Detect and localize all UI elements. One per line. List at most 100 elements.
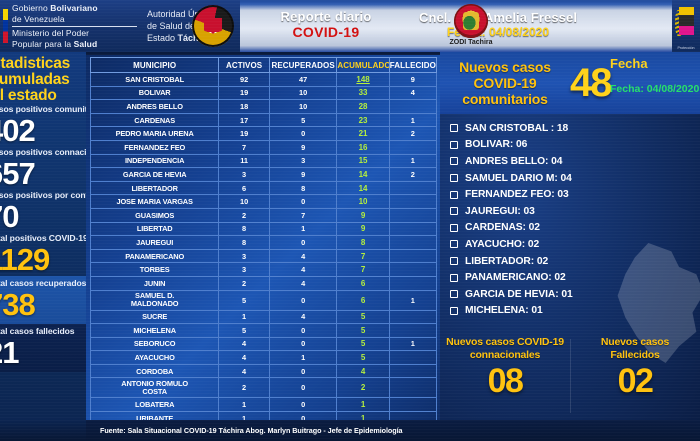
cell-recuperados: 0 <box>268 377 338 399</box>
banner-title: Nuevos casos COVID-19 comunitarios <box>444 59 566 107</box>
cell-recuperados: 9 <box>268 139 338 155</box>
sidebar-title-line-1: Estadisticas <box>0 55 71 72</box>
cell-municipio: BOLIVAR <box>89 85 220 101</box>
table-row: SAN CRISTOBAL 92 47 148 9 <box>89 72 438 87</box>
cell-acumulados: 10 <box>336 194 390 209</box>
card-title-line-2: connacionales <box>469 349 541 361</box>
table-row: FERNANDEZ FEO 7 9 16 <box>89 139 438 155</box>
stat-positive-contact: Casos positivos por contacto 70 <box>0 190 86 233</box>
cell-acumulados: 7 <box>336 248 390 264</box>
table-row: LOBATERA 1 0 1 <box>89 397 438 413</box>
checkbox-icon <box>450 257 458 266</box>
cell-fallecidos <box>388 194 438 209</box>
new-connational-cases-card: Nuevos casos COVID-19 connacionales 08 <box>440 333 570 419</box>
municipality-table-container: MUNICIPIO ACTIVOS RECUPERADOS ACUMULADOS… <box>86 55 440 441</box>
cell-municipio: FERNANDEZ FEO <box>89 139 220 155</box>
cell-acumulados: 28 <box>336 99 390 114</box>
fecha-label: Fecha <box>610 56 648 71</box>
report-title-bar: Reporte diario COVID-19 Cnel. Dra. Ameli… <box>240 0 672 52</box>
cell-activos: 3 <box>218 248 270 264</box>
stat-label: Total casos recuperados <box>0 278 86 288</box>
new-deceased-cases-card: Nuevos casos Fallecidos 02 <box>570 333 700 419</box>
cell-recuperados: 0 <box>268 323 338 338</box>
cell-activos: 3 <box>218 262 270 277</box>
new-community-cases-value: 48 <box>570 61 612 105</box>
cell-acumulados: 23 <box>336 112 390 128</box>
stat-positive-community: Casos positivos comunitarios 402 <box>0 104 86 147</box>
cell-municipio: JUNIN <box>89 275 220 291</box>
cell-fallecidos <box>388 262 438 277</box>
column-header-activos: ACTIVOS <box>218 57 270 73</box>
list-item-label: MICHELENA: 01 <box>465 305 543 317</box>
stat-value: 1129 <box>0 242 50 277</box>
cell-fallecidos: 1 <box>388 336 438 352</box>
cell-activos: 11 <box>218 153 270 169</box>
card-title-line-1: Nuevos casos <box>600 336 670 348</box>
list-item-label: SAMUEL DARIO M: 04 <box>465 172 572 184</box>
cell-activos: 1 <box>218 309 270 325</box>
list-item: SAMUEL DARIO M: 04 <box>450 170 700 187</box>
cell-municipio: SAMUEL D. MALDONADO <box>89 289 220 311</box>
cell-activos: 92 <box>218 72 270 87</box>
checkbox-icon <box>450 190 458 199</box>
government-line-2: de Venezuela <box>12 13 65 24</box>
cell-municipio: TORBES <box>89 262 220 277</box>
banner-title-line-1: Nuevos casos <box>459 59 551 75</box>
cell-acumulados: 15 <box>336 153 390 169</box>
cell-acumulados: 4 <box>336 363 390 379</box>
cell-acumulados: 9 <box>336 207 390 223</box>
ministry-line-1: Ministerio del Poder <box>12 28 90 38</box>
cell-municipio: MICHELENA <box>89 323 220 338</box>
cell-acumulados: 14 <box>336 167 390 182</box>
table-row: AYACUCHO 4 1 5 <box>89 350 438 365</box>
cell-recuperados: 4 <box>268 262 338 277</box>
checkbox-icon <box>450 290 458 299</box>
cell-acumulados: 148 <box>336 72 390 87</box>
list-item-label: LIBERTADOR: 02 <box>465 255 549 267</box>
sidebar-title: Estadisticas acumuladas del estado <box>0 52 86 104</box>
list-item: SAN CRISTOBAL : 18 <box>450 120 700 137</box>
list-item-label: PANAMERICANO: 02 <box>465 272 566 284</box>
authority-line-1: Autoridad Única <box>147 9 212 19</box>
stat-value: 657 <box>0 156 36 191</box>
checkbox-icon <box>450 306 458 315</box>
card-value: 08 <box>487 362 524 400</box>
table-row: JAUREGUI 8 0 8 <box>89 235 438 250</box>
cell-fallecidos: 2 <box>388 126 438 141</box>
cell-fallecidos <box>388 350 438 365</box>
list-item-label: CARDENAS: 02 <box>465 222 540 234</box>
column-header-recuperados: RECUPERADOS <box>268 57 338 73</box>
list-item-label: BOLIVAR: 06 <box>465 139 528 151</box>
list-item: GARCIA DE HEVIA: 01 <box>450 286 700 303</box>
stat-value: 70 <box>0 199 19 234</box>
cell-municipio: JAUREGUI <box>89 235 220 250</box>
cell-municipio: PANAMERICANO <box>89 248 220 264</box>
table-row: LIBERTADOR 6 8 14 <box>89 180 438 196</box>
cell-acumulados: 21 <box>336 126 390 141</box>
cell-municipio: AYACUCHO <box>89 350 220 365</box>
cell-recuperados: 10 <box>268 85 338 101</box>
list-item: JAUREGUI: 03 <box>450 203 700 220</box>
list-item: LIBERTADOR: 02 <box>450 253 700 270</box>
bottom-statistics-row: Nuevos casos COVID-19 connacionales 08 N… <box>440 333 700 419</box>
checkbox-icon <box>450 273 458 282</box>
cell-fallecidos: 1 <box>388 153 438 169</box>
cell-recuperados: 0 <box>268 194 338 209</box>
sidebar-title-line-3: del estado <box>0 87 57 104</box>
cell-acumulados: 16 <box>336 139 390 155</box>
cell-recuperados: 0 <box>268 289 338 311</box>
table-row: CARDENAS 17 5 23 1 <box>89 112 438 128</box>
cell-recuperados: 1 <box>268 350 338 365</box>
table-row: MICHELENA 5 0 5 <box>89 323 438 338</box>
list-item: ANDRES BELLO: 04 <box>450 153 700 170</box>
cell-activos: 1 <box>218 397 270 413</box>
cell-recuperados: 0 <box>268 235 338 250</box>
cell-fallecidos: 1 <box>388 112 438 128</box>
cell-municipio: GUASIMOS <box>89 207 220 223</box>
table-row: GARCIA DE HEVIA 3 9 14 2 <box>89 167 438 182</box>
zodi-logo-block: ZODI Tachira <box>448 4 494 46</box>
cell-municipio: SEBORUCO <box>89 336 220 352</box>
list-item: MICHELENA: 01 <box>450 303 700 320</box>
health-authority-text: Autoridad Única de Salud del Estado Tách… <box>147 8 211 44</box>
table-row: SAMUEL D. MALDONADO 5 0 6 1 <box>89 289 438 311</box>
